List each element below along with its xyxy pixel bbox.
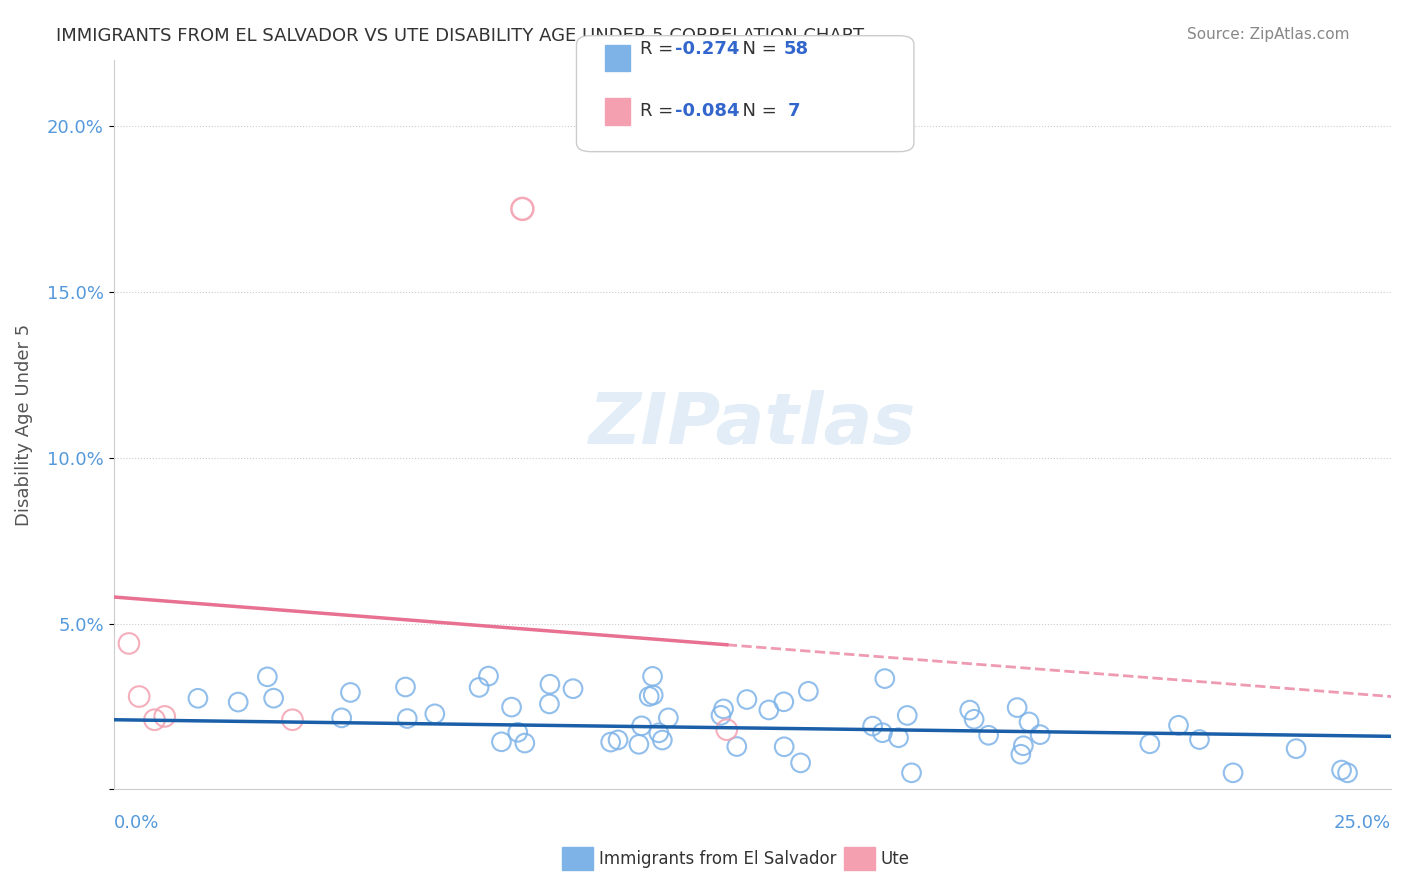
Point (1336, 765, 1358, 780)
Point (1139, 737, 1161, 751)
Point (263, 691, 285, 706)
Point (638, 690, 661, 704)
Point (1167, 718, 1189, 732)
Point (963, 712, 986, 726)
Point (627, 737, 650, 751)
Point (153, 709, 176, 723)
Point (789, 756, 811, 770)
Point (512, 202, 534, 216)
Point (187, 691, 209, 706)
Text: -0.274: -0.274 (675, 40, 740, 58)
Point (118, 636, 141, 650)
Point (256, 670, 278, 684)
Text: N =: N = (731, 40, 783, 58)
Text: ZIPatlas: ZIPatlas (589, 390, 915, 459)
Point (651, 733, 673, 747)
Point (643, 688, 665, 702)
Point (1018, 714, 1040, 729)
Point (872, 725, 894, 739)
Point (862, 719, 884, 733)
Point (758, 703, 780, 717)
Point (1005, 700, 1028, 714)
Point (641, 669, 664, 683)
Point (1029, 728, 1052, 742)
Point (1188, 732, 1211, 747)
Point (725, 739, 748, 754)
Point (772, 695, 794, 709)
Point (1285, 741, 1308, 756)
Point (226, 695, 249, 709)
Point (477, 669, 499, 683)
Point (959, 703, 981, 717)
Point (396, 712, 419, 726)
Point (562, 681, 585, 696)
Point (1330, 763, 1353, 777)
Text: R =: R = (640, 103, 679, 120)
Text: 25.0%: 25.0% (1334, 814, 1391, 832)
Point (501, 700, 523, 714)
Point (599, 735, 621, 749)
Point (896, 708, 918, 723)
Point (713, 702, 735, 716)
Text: -0.084: -0.084 (675, 103, 740, 120)
Text: N =: N = (731, 103, 783, 120)
Point (281, 713, 304, 727)
Text: 0.0%: 0.0% (114, 814, 159, 832)
Point (873, 672, 896, 686)
Text: 58: 58 (783, 40, 808, 58)
Point (648, 726, 671, 740)
Text: Ute: Ute (880, 850, 910, 868)
Point (1010, 747, 1032, 762)
Point (710, 708, 733, 723)
Point (607, 733, 630, 747)
Point (797, 684, 820, 698)
Point (887, 731, 910, 745)
Point (657, 711, 679, 725)
Point (538, 697, 561, 711)
Text: 7: 7 (787, 103, 800, 120)
Point (773, 739, 796, 754)
Point (735, 692, 758, 706)
Point (423, 706, 446, 721)
Y-axis label: Disability Age Under 5: Disability Age Under 5 (15, 324, 32, 525)
Text: R =: R = (640, 40, 679, 58)
Point (1222, 765, 1244, 780)
Text: IMMIGRANTS FROM EL SALVADOR VS UTE DISABILITY AGE UNDER 5 CORRELATION CHART: IMMIGRANTS FROM EL SALVADOR VS UTE DISAB… (56, 27, 865, 45)
Point (394, 680, 416, 694)
Point (977, 728, 1000, 742)
Point (506, 725, 529, 739)
Text: Source: ZipAtlas.com: Source: ZipAtlas.com (1187, 27, 1350, 42)
Point (339, 685, 361, 699)
Point (513, 736, 536, 750)
Text: Immigrants from El Salvador: Immigrants from El Salvador (599, 850, 837, 868)
Point (468, 681, 491, 695)
Point (716, 723, 738, 737)
Point (491, 735, 513, 749)
Point (538, 677, 561, 691)
Point (128, 690, 150, 704)
Point (1012, 739, 1035, 753)
Point (143, 713, 166, 727)
Point (330, 711, 353, 725)
Point (900, 765, 922, 780)
Point (630, 719, 652, 733)
